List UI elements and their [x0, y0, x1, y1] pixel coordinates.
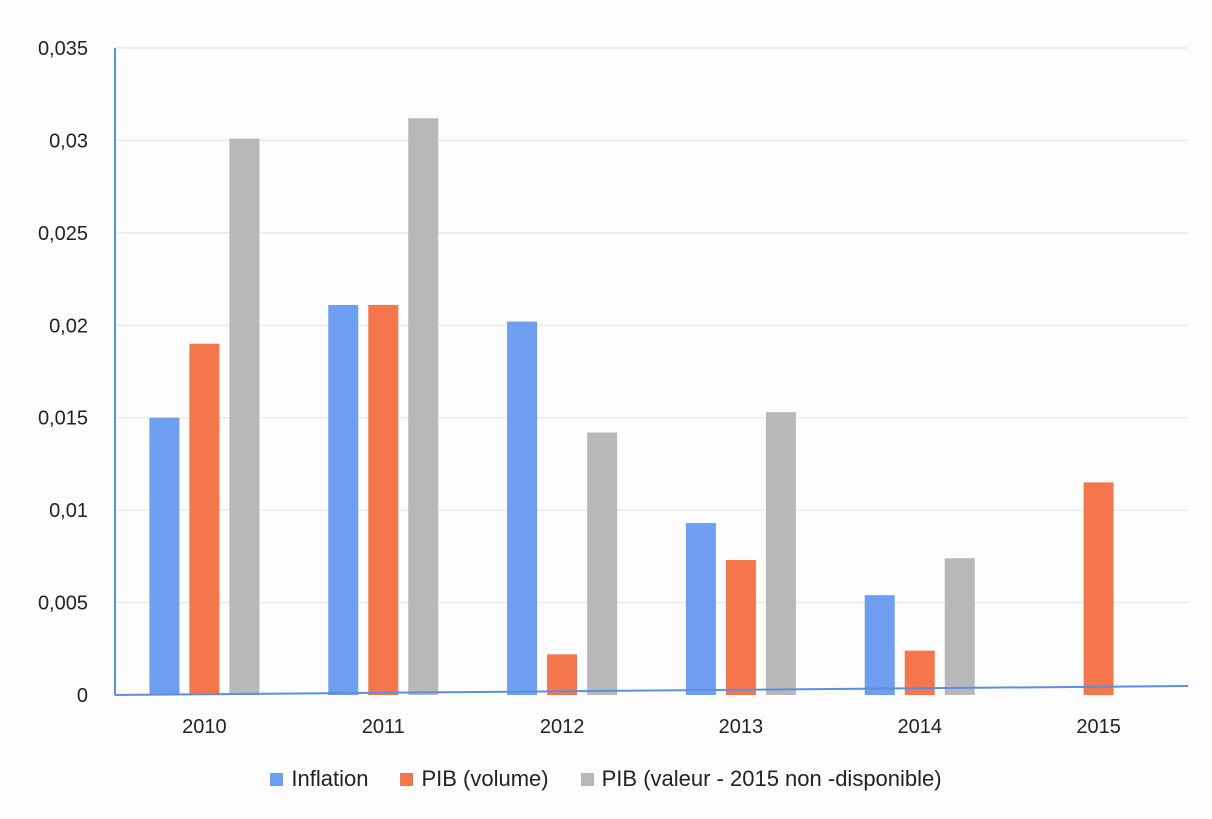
legend-label-pib-volume: PIB (volume)	[421, 766, 549, 791]
bar-inflation-2010	[149, 417, 180, 695]
bar-inflation-2012	[507, 321, 538, 695]
x-axis-line	[114, 685, 1189, 696]
legend-item-inflation: Inflation	[270, 766, 368, 792]
gridlines	[115, 47, 1188, 604]
x-tick-label: 2010	[182, 716, 227, 738]
bar-pib-2010	[229, 138, 260, 695]
x-tick-label: 2012	[540, 716, 585, 738]
bar-inflation-2011	[328, 304, 359, 695]
legend-label-pib-valeur: PIB (valeur - 2015 non -disponible)	[601, 766, 942, 791]
legend-label-inflation: Inflation	[291, 766, 369, 791]
x-tick-label: 2011	[362, 716, 405, 738]
bar-pib-2011	[408, 118, 439, 695]
legend-item-pib-volume: PIB (volume)	[400, 766, 549, 792]
y-tick-label: 0,01	[49, 500, 88, 522]
bar-pib-2012	[587, 432, 618, 695]
bar-pib-2010	[189, 343, 220, 695]
bars	[149, 118, 1114, 695]
y-tick-label: 0,015	[38, 408, 88, 430]
legend-item-pib-valeur: PIB (valeur - 2015 non -disponible)	[580, 766, 942, 792]
bar-inflation-2014	[864, 595, 895, 695]
y-tick-label: 0	[77, 685, 88, 707]
bar-pib-2013	[765, 412, 796, 695]
x-tick-labels: 2010 2011 2012 2013 2014 2015	[182, 716, 1121, 738]
bar-pib-2014	[944, 558, 975, 695]
y-tick-labels: 0 0,005 0,01 0,015 0,02 0,025 0,03 0,035	[38, 38, 88, 707]
bar-inflation-2013	[685, 523, 716, 695]
y-tick-label: 0,005	[38, 593, 88, 615]
y-tick-label: 0,03	[49, 130, 88, 152]
y-tick-label: 0,02	[49, 315, 88, 337]
bar-pib-2011	[368, 304, 399, 695]
bar-pib-2015	[1083, 482, 1114, 695]
legend-swatch-pib-valeur	[580, 772, 594, 786]
x-tick-label: 2015	[1076, 716, 1121, 738]
legend: Inflation PIB (volume) PIB (valeur - 201…	[0, 766, 1212, 792]
y-tick-label: 0,025	[38, 223, 88, 245]
y-tick-label: 0,035	[38, 38, 88, 60]
legend-swatch-pib-volume	[400, 772, 414, 786]
x-tick-label: 2014	[898, 716, 943, 738]
bar-pib-2012	[547, 654, 578, 695]
bar-pib-2013	[725, 560, 756, 695]
legend-swatch-inflation	[270, 772, 284, 786]
axes	[114, 48, 1189, 696]
x-tick-label: 2013	[719, 716, 764, 738]
